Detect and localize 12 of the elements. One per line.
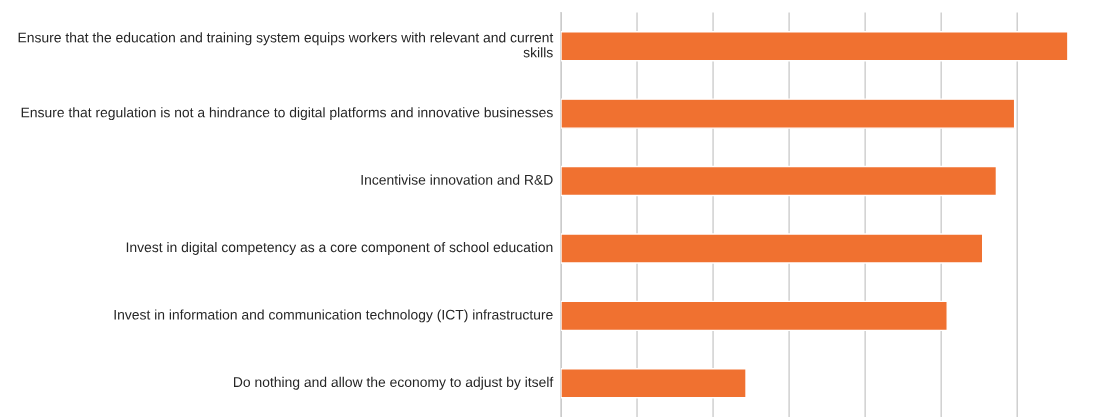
bar [561,300,948,332]
y-tick-label: Ensure that the education and training system equips workers with relevant and current skills [18,32,554,58]
y-tick-label: Invest in digital competency as a core component of school education [126,241,553,255]
bar [561,233,984,264]
bar [561,31,1069,62]
bar [561,165,998,197]
y-tick-label: Ensure that regulation is not a hindrance to digital platforms and innovative businesses [21,107,553,121]
y-tick-label: Incentivise innovation and R&D [361,174,553,185]
y-tick-label: Do nothing and allow the economy to adjust by itself [234,376,554,390]
bar [561,98,1016,129]
y-tick-label: Invest in information and communication technology (ICT) infrastructure [114,309,553,323]
bar [561,368,747,399]
